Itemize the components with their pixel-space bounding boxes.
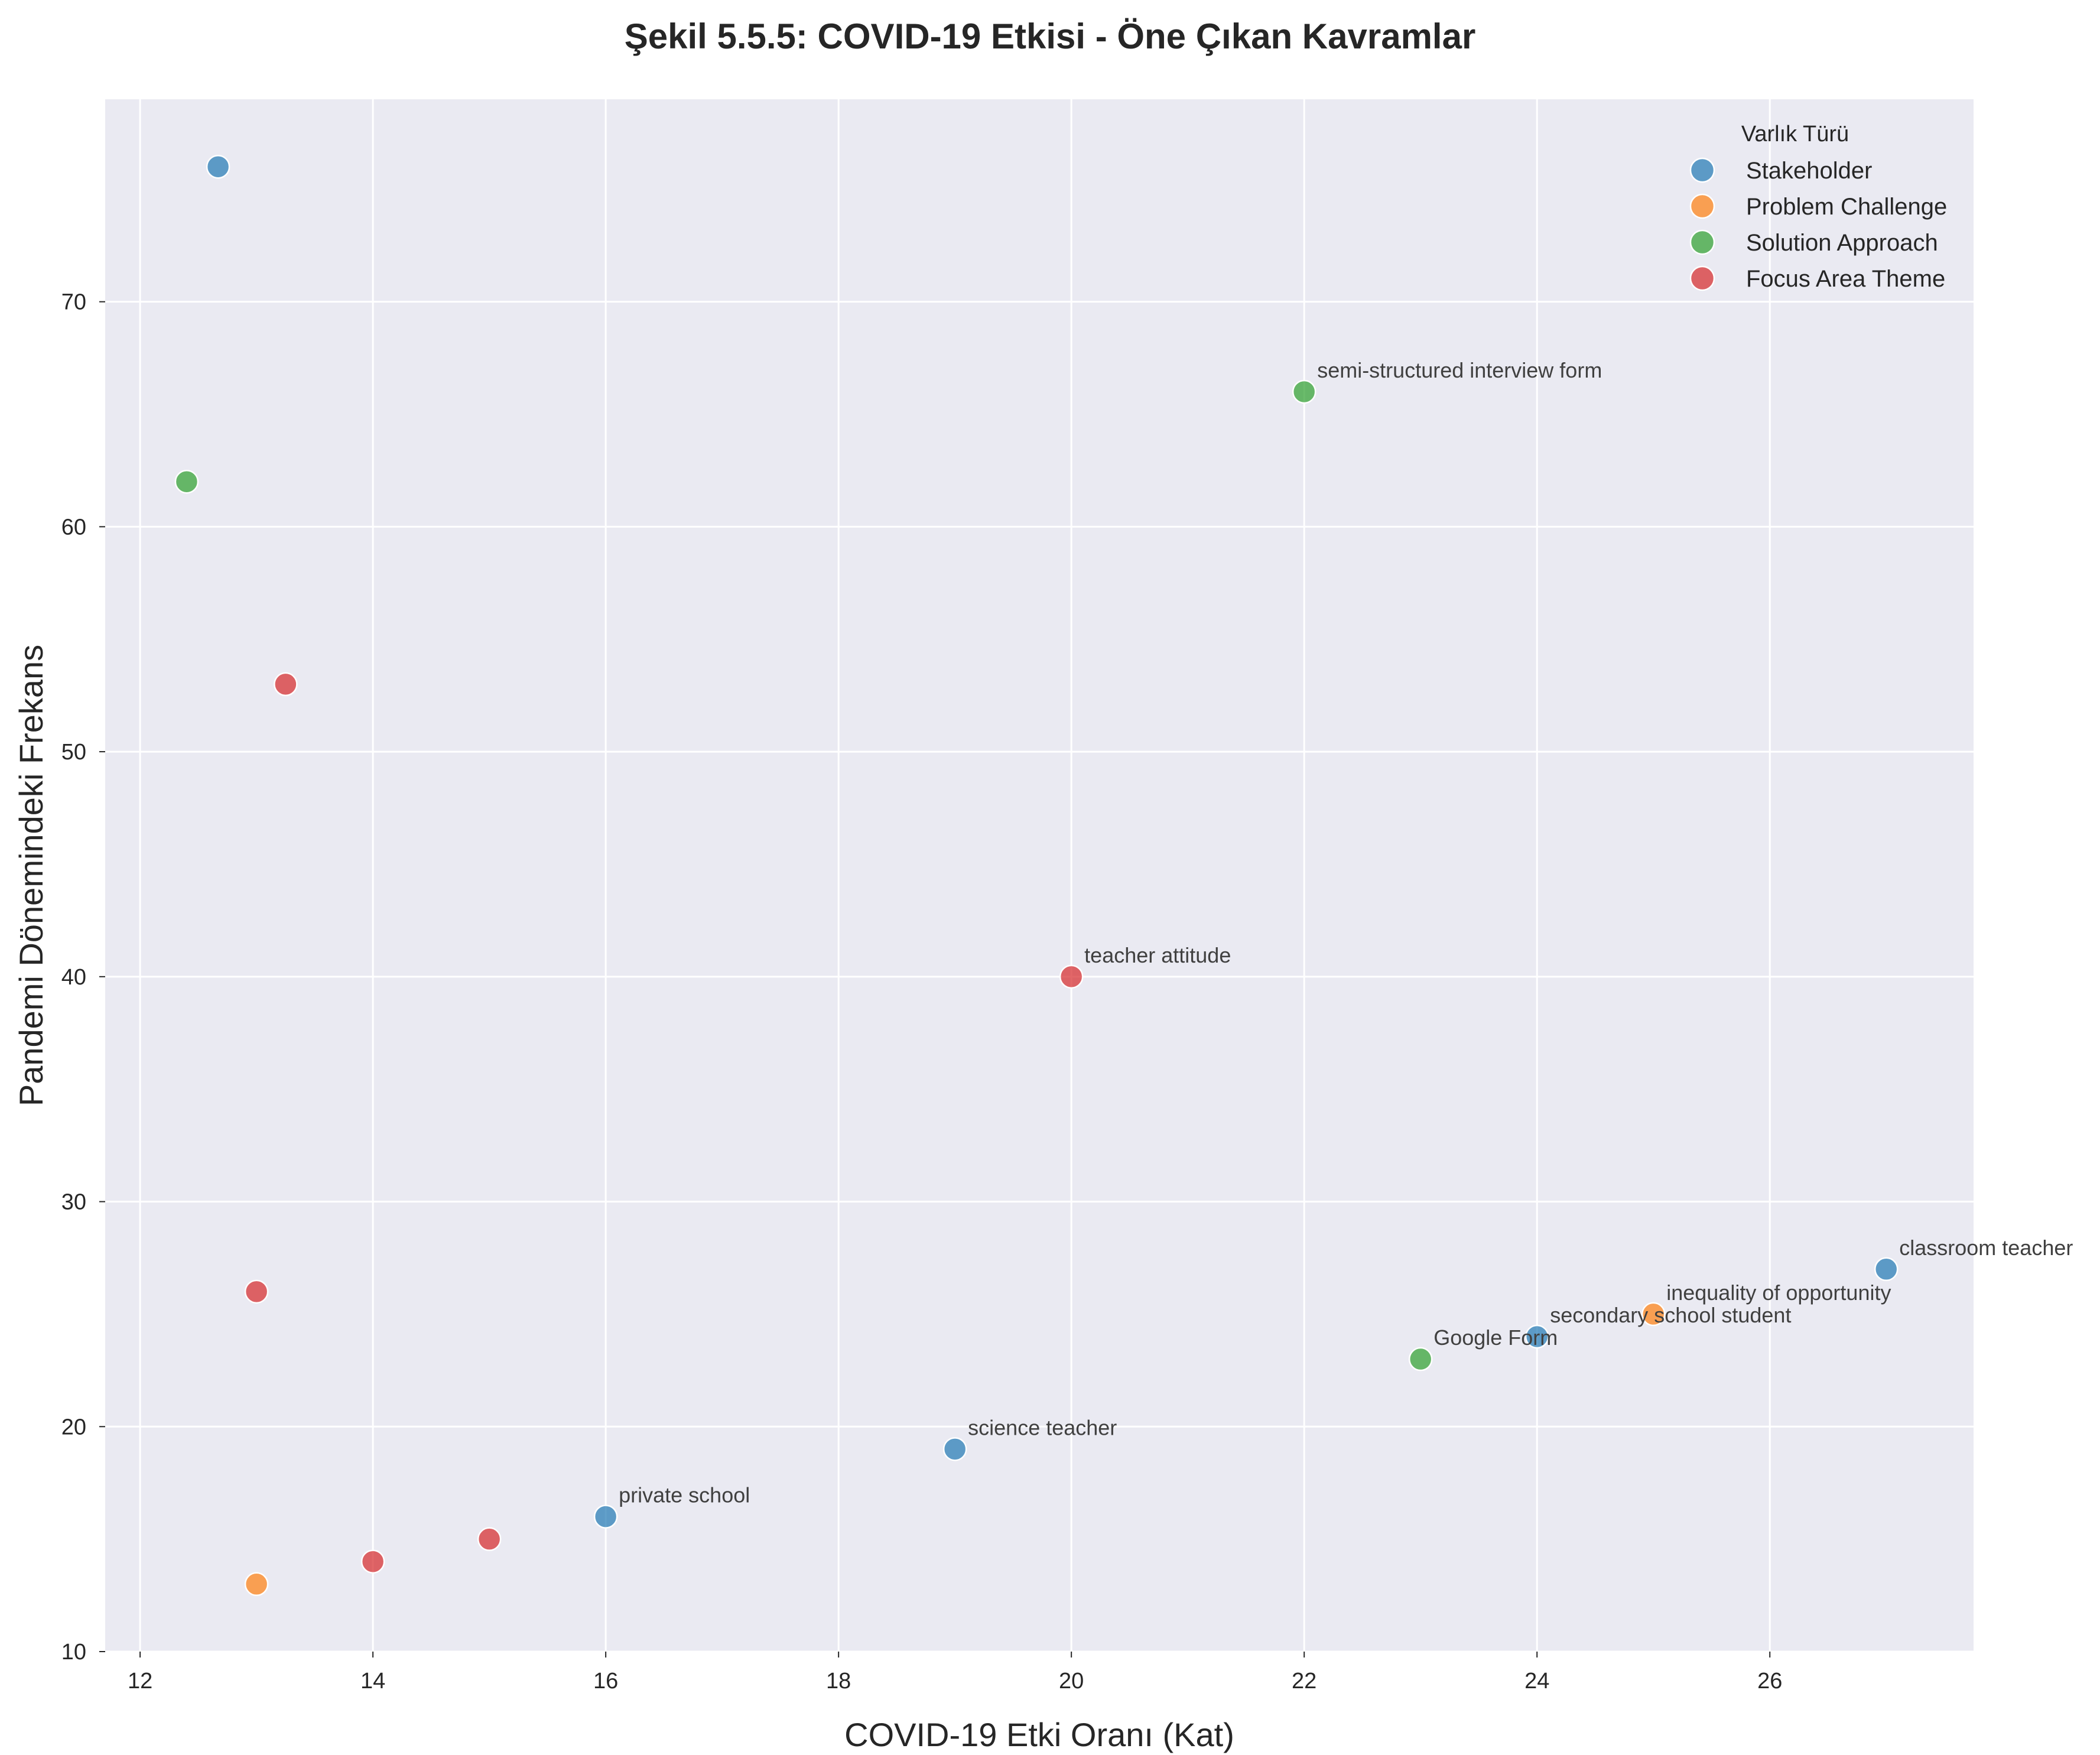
point-annotations: private school science teacher secondary s… (619, 358, 2073, 1507)
y-tick-label: 20 (61, 1415, 86, 1439)
scatter-point (477, 1527, 502, 1551)
x-axis-label: COVID-19 Etki Oranı (Kat) (844, 1716, 1234, 1753)
legend-marker (1689, 157, 1715, 183)
scatter-point (1524, 1324, 1549, 1349)
scatter-point (206, 154, 230, 179)
y-axis-label: Pandemi Dönemindeki Frekans (12, 645, 50, 1106)
point-annotation: inequality of opportunity (1666, 1280, 1891, 1305)
legend-title: Varlık Türü (1741, 122, 1849, 147)
scatter-point (244, 1279, 269, 1304)
scatter-point (1408, 1347, 1433, 1372)
scatter-point (1292, 379, 1316, 404)
y-tick-label: 60 (61, 515, 86, 540)
scatter-point (1874, 1257, 1899, 1282)
scatter-point (244, 1572, 269, 1597)
y-tick-label: 70 (61, 290, 86, 315)
point-annotation: secondary school student (1550, 1303, 1791, 1327)
y-tick-label: 50 (61, 740, 86, 765)
y-tick-label: 10 (61, 1640, 86, 1665)
grid-lines (105, 99, 1974, 1653)
x-tick-label: 16 (593, 1669, 618, 1694)
scatter-point (360, 1549, 385, 1574)
scatter-point (1641, 1302, 1666, 1327)
x-tick-label: 20 (1059, 1669, 1084, 1694)
axis-ticks: 12 14 16 18 20 22 24 26 10 20 30 40 50 60 70 (61, 290, 1783, 1694)
y-tick-label: 30 (61, 1190, 86, 1215)
scatter-point (174, 469, 199, 494)
legend-items: Stakeholder Problem Challenge Solution App… (1689, 157, 1947, 292)
scatter-point (593, 1504, 618, 1529)
point-annotation: Google Form (1433, 1325, 1558, 1350)
legend-marker (1689, 265, 1715, 291)
x-tick-label: 24 (1524, 1669, 1549, 1694)
legend-label: Solution Approach (1746, 230, 1938, 256)
legend-marker (1689, 193, 1715, 219)
legend-label: Problem Challenge (1746, 194, 1947, 220)
x-tick-label: 18 (826, 1669, 851, 1694)
point-annotation: classroom teacher (1899, 1236, 2073, 1260)
x-tick-label: 26 (1757, 1669, 1782, 1694)
point-annotation: science teacher (968, 1415, 1117, 1439)
plot-area (105, 99, 1974, 1652)
legend: Varlık Türü Stakeholder Problem Challenge… (1689, 122, 1947, 292)
legend-marker (1689, 229, 1715, 255)
legend-label: Stakeholder (1746, 158, 1872, 184)
x-tick-label: 12 (128, 1669, 152, 1694)
data-points (174, 154, 1899, 1597)
chart-title: Şekil 5.5.5: COVID-19 Etkisi - Öne Çıkan… (625, 17, 1476, 56)
y-tick-label: 40 (61, 965, 86, 990)
point-annotation: teacher attitude (1084, 943, 1231, 967)
x-tick-label: 14 (360, 1669, 385, 1694)
scatter-point (1059, 964, 1084, 989)
x-tick-label: 22 (1292, 1669, 1316, 1694)
scatter-point (274, 672, 298, 697)
point-annotation: private school (619, 1483, 750, 1507)
legend-label: Focus Area Theme (1746, 266, 1945, 292)
scatter-point (942, 1437, 967, 1461)
point-annotation: semi-structured interview form (1317, 358, 1602, 382)
